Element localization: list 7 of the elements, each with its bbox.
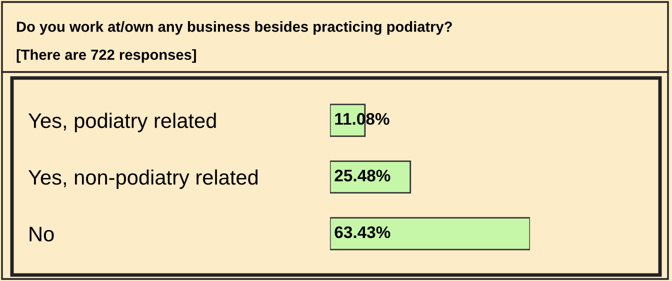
y-tick-label: No	[30, 226, 54, 242]
y-tick-label: Yes, non-podiatry related	[28, 169, 258, 189]
text: [There are 722 responses]	[16, 49, 196, 63]
data-label: 25.48%	[334, 170, 390, 182]
chart-title: Do you work at/own any business besides practicing podiatry?	[16, 21, 452, 35]
data-label: 63.43%	[334, 226, 390, 238]
y-tick-label: Yes, podiatry related	[28, 112, 216, 132]
